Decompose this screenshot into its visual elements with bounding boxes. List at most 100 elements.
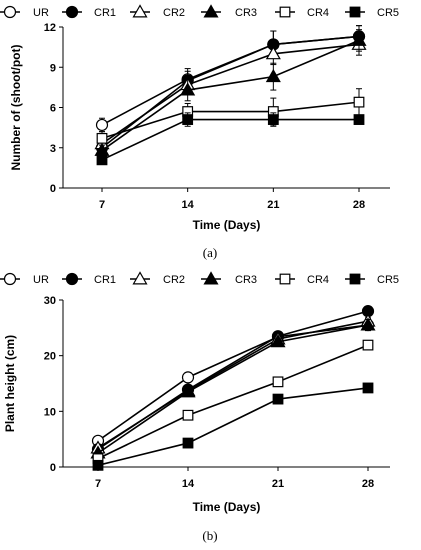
series-line	[101, 39, 360, 152]
data-point	[353, 96, 365, 108]
y-tick-label: 9	[50, 62, 56, 74]
panel-caption: (a)	[203, 245, 217, 260]
y-tick-label: 6	[50, 103, 56, 115]
legend-item-cr2: CR2	[130, 4, 185, 19]
legend-label: UR	[33, 7, 49, 19]
legend-marker	[132, 271, 148, 285]
panel-caption: (b)	[202, 528, 217, 543]
x-tick-label: 14	[182, 478, 195, 490]
legend-marker	[279, 273, 291, 285]
legend-item-ur: UR	[0, 272, 49, 286]
data-point	[180, 82, 196, 96]
data-point	[96, 132, 108, 144]
legend-marker	[3, 272, 17, 286]
x-tick-label: 7	[95, 478, 101, 490]
data-point	[181, 371, 195, 384]
legend-label: CR1	[94, 7, 116, 19]
x-axis-title: Time (Days)	[193, 500, 261, 514]
legend-label: CR1	[94, 274, 116, 286]
legend-item-cr1: CR1	[62, 272, 116, 286]
data-point	[182, 437, 194, 449]
y-tick-label: 30	[44, 295, 56, 307]
data-point	[353, 114, 365, 125]
legend-label: UR	[33, 274, 49, 286]
legend-marker	[132, 4, 148, 18]
series-cr4	[96, 88, 365, 146]
data-point	[272, 376, 284, 388]
legend-label: CR2	[163, 274, 185, 286]
series-cr5	[96, 112, 365, 166]
series-cr2	[94, 33, 367, 150]
data-point	[96, 154, 108, 166]
data-point	[182, 114, 194, 125]
legend-marker	[203, 4, 219, 18]
legend-item-cr4: CR4	[275, 273, 329, 286]
y-tick-label: 10	[44, 406, 56, 418]
panel-b: 0 10 20 30 7 14 21 28 Time (Days) Plant height (c…	[0, 271, 399, 543]
series-cr2	[90, 313, 376, 454]
data-point	[265, 68, 281, 83]
y-tick-label: 0	[50, 462, 56, 474]
series-line	[101, 118, 359, 161]
y-tick-label: 3	[50, 143, 56, 155]
x-tick-label: 7	[99, 199, 105, 211]
legend-item-cr4: CR4	[275, 6, 329, 19]
legend-label: CR5	[377, 274, 399, 286]
x-tick-label: 21	[272, 478, 284, 490]
data-point	[270, 334, 286, 348]
legend-item-cr3: CR3	[201, 4, 257, 19]
y-axis-title: Number of (shoot/pot)	[9, 45, 23, 171]
series-line	[101, 35, 360, 149]
series-line	[97, 387, 369, 467]
series-ur	[95, 25, 366, 133]
y-tick-label: 20	[44, 351, 56, 363]
legend-marker	[349, 273, 361, 285]
data-point	[180, 384, 196, 398]
legend-marker	[3, 5, 17, 19]
x-tick-label: 28	[353, 199, 365, 211]
series-line	[101, 101, 360, 140]
x-tick-label: 14	[182, 199, 195, 211]
data-point	[362, 382, 374, 394]
data-point	[92, 459, 104, 471]
data-point	[267, 114, 279, 125]
legend-marker	[203, 271, 219, 285]
x-tick-label: 28	[362, 478, 374, 490]
data-point	[360, 317, 376, 331]
legend-item-cr2: CR2	[130, 271, 185, 286]
x-tick-label: 21	[267, 199, 279, 211]
series-cr4	[92, 339, 374, 465]
legend-item-ur: UR	[0, 5, 49, 19]
legend-marker	[279, 6, 291, 18]
series-cr3	[90, 317, 376, 459]
legend-label: CR4	[307, 7, 329, 19]
y-axis-title: Plant height (cm)	[3, 335, 17, 432]
legend-item-cr1: CR1	[62, 5, 116, 19]
series-line	[97, 320, 369, 449]
x-axis-title: Time (Days)	[193, 218, 261, 232]
legend-label: CR5	[377, 7, 399, 19]
legend-marker	[349, 6, 361, 18]
data-point	[362, 339, 374, 351]
series-line	[101, 43, 360, 145]
legend-label: CR2	[163, 7, 185, 19]
legend-item-cr3: CR3	[201, 271, 257, 286]
series-line	[97, 324, 369, 454]
legend-label: CR3	[235, 7, 257, 19]
series-line	[97, 344, 369, 460]
panel-a: 0 3 6 9 12 7 14 21 28 Time (Days) Number of (shoot…	[0, 4, 399, 260]
data-point	[95, 118, 109, 132]
y-tick-label: 12	[44, 22, 56, 34]
series-cr1	[95, 25, 366, 154]
legend-item-cr5: CR5	[345, 273, 399, 286]
series-line	[97, 324, 369, 442]
legend-label: CR4	[307, 274, 329, 286]
data-point	[351, 32, 367, 46]
y-tick-label: 0	[50, 183, 56, 195]
series-cr5	[92, 382, 374, 471]
data-point	[272, 393, 284, 405]
legend-marker	[65, 5, 79, 19]
legend-label: CR3	[235, 274, 257, 286]
legend-marker	[65, 272, 79, 286]
